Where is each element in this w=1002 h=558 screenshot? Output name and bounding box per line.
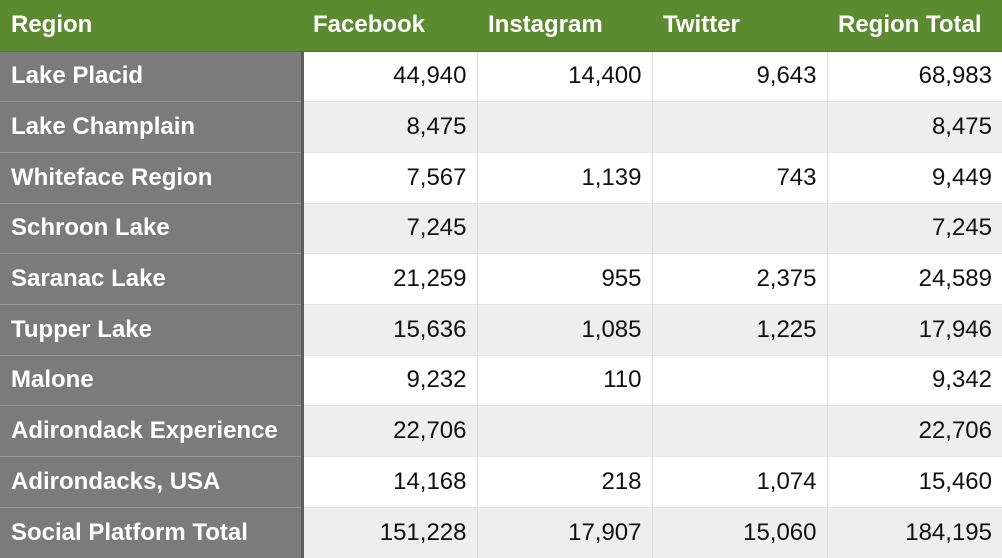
table-row: Schroon Lake 7,245 7,245 bbox=[0, 202, 1002, 254]
cell-facebook: 21,259 bbox=[302, 253, 478, 305]
cell-facebook: 44,940 bbox=[302, 50, 478, 102]
cell-region-total: 7,245 bbox=[827, 202, 1002, 254]
row-header-region: Saranac Lake bbox=[0, 253, 304, 305]
cell-facebook: 9,232 bbox=[302, 354, 478, 406]
row-header-region: Lake Placid bbox=[0, 50, 304, 102]
row-header-region: Schroon Lake bbox=[0, 202, 304, 254]
cell-region-total: 22,706 bbox=[827, 405, 1002, 457]
cell-region-total: 9,342 bbox=[827, 354, 1002, 406]
table-row: Tupper Lake 15,636 1,085 1,225 17,946 bbox=[0, 303, 1002, 356]
row-header-region: Lake Champlain bbox=[0, 101, 304, 153]
column-header-twitter: Twitter bbox=[652, 0, 827, 52]
table-row: Whiteface Region 7,567 1,139 743 9,449 bbox=[0, 151, 1002, 204]
cell-region-total: 68,983 bbox=[827, 50, 1002, 102]
cell-region-total: 9,449 bbox=[827, 151, 1002, 204]
cell-facebook: 8,475 bbox=[302, 101, 478, 153]
cell-twitter bbox=[652, 405, 828, 457]
column-header-region: Region bbox=[0, 0, 302, 52]
cell-instagram bbox=[477, 202, 653, 254]
table-total-row: Social Platform Total 151,228 17,907 15,… bbox=[0, 506, 1002, 558]
cell-facebook: 7,245 bbox=[302, 202, 478, 254]
cell-instagram: 218 bbox=[477, 456, 653, 508]
table-row: Adirondack Experience 22,706 22,706 bbox=[0, 405, 1002, 457]
cell-twitter bbox=[652, 202, 828, 254]
cell-instagram bbox=[477, 101, 653, 153]
cell-region-total: 15,460 bbox=[827, 456, 1002, 508]
cell-instagram: 1,139 bbox=[477, 151, 653, 204]
cell-region-total: 17,946 bbox=[827, 303, 1002, 356]
row-header-region: Adirondacks, USA bbox=[0, 456, 304, 508]
cell-twitter: 15,060 bbox=[652, 506, 828, 558]
cell-instagram: 955 bbox=[477, 253, 653, 305]
cell-twitter: 1,074 bbox=[652, 456, 828, 508]
column-header-region-total: Region Total bbox=[827, 0, 1002, 52]
cell-instagram: 17,907 bbox=[477, 506, 653, 558]
cell-instagram: 110 bbox=[477, 354, 653, 406]
cell-twitter bbox=[652, 101, 828, 153]
cell-twitter: 9,643 bbox=[652, 50, 828, 102]
cell-instagram: 1,085 bbox=[477, 303, 653, 356]
cell-twitter: 1,225 bbox=[652, 303, 828, 356]
row-header-region: Malone bbox=[0, 354, 304, 406]
cell-region-total: 184,195 bbox=[827, 506, 1002, 558]
cell-instagram: 14,400 bbox=[477, 50, 653, 102]
cell-region-total: 24,589 bbox=[827, 253, 1002, 305]
row-header-region: Social Platform Total bbox=[0, 506, 304, 558]
cell-twitter bbox=[652, 354, 828, 406]
row-header-region: Whiteface Region bbox=[0, 151, 304, 204]
row-header-region: Adirondack Experience bbox=[0, 405, 304, 457]
cell-twitter: 2,375 bbox=[652, 253, 828, 305]
table-row: Adirondacks, USA 14,168 218 1,074 15,460 bbox=[0, 456, 1002, 508]
column-header-facebook: Facebook bbox=[302, 0, 477, 52]
cell-facebook: 7,567 bbox=[302, 151, 478, 204]
row-header-region: Tupper Lake bbox=[0, 303, 304, 356]
table-row: Malone 9,232 110 9,342 bbox=[0, 354, 1002, 406]
cell-twitter: 743 bbox=[652, 151, 828, 204]
cell-instagram bbox=[477, 405, 653, 457]
table-row: Saranac Lake 21,259 955 2,375 24,589 bbox=[0, 253, 1002, 305]
table-row: Lake Champlain 8,475 8,475 bbox=[0, 101, 1002, 153]
cell-facebook: 14,168 bbox=[302, 456, 478, 508]
table-header-row: Region Facebook Instagram Twitter Region… bbox=[0, 0, 1002, 52]
table-row: Lake Placid 44,940 14,400 9,643 68,983 bbox=[0, 50, 1002, 102]
cell-facebook: 15,636 bbox=[302, 303, 478, 356]
cell-region-total: 8,475 bbox=[827, 101, 1002, 153]
cell-facebook: 151,228 bbox=[302, 506, 478, 558]
column-header-instagram: Instagram bbox=[477, 0, 652, 52]
cell-facebook: 22,706 bbox=[302, 405, 478, 457]
